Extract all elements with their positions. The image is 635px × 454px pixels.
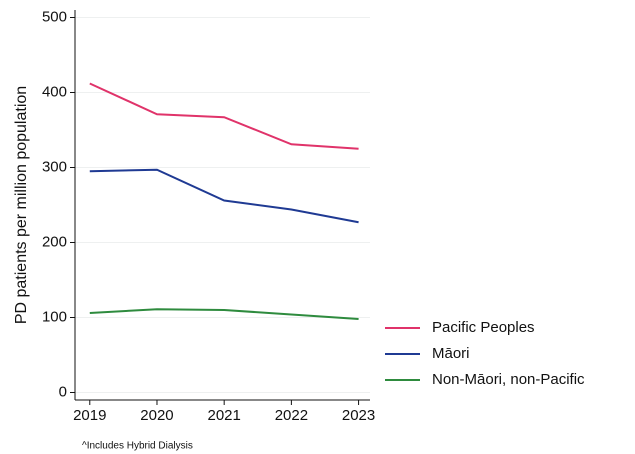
line xyxy=(89,82,359,150)
x-tick-label: 2023 xyxy=(342,407,375,424)
x-tick-label: 2022 xyxy=(275,407,308,424)
legend-label: Non-Māori, non-Pacific xyxy=(432,371,585,388)
footnote: ^Includes Hybrid Dialysis xyxy=(82,441,193,452)
y-tick-label: 0 xyxy=(59,383,67,400)
y-tick-label: 300 xyxy=(42,158,67,175)
y-axis-label: PD patients per million population xyxy=(13,86,30,324)
x-tick-label: 2020 xyxy=(140,407,173,424)
y-tick-label: 400 xyxy=(42,83,67,100)
y-tick-label: 100 xyxy=(42,308,67,325)
x-tick-label: 2019 xyxy=(73,407,106,424)
line xyxy=(89,308,359,320)
legend-label: Māori xyxy=(432,345,470,362)
legend-label: Pacific Peoples xyxy=(432,319,535,336)
line xyxy=(89,168,359,224)
x-tick-label: 2021 xyxy=(207,407,240,424)
y-tick-label: 200 xyxy=(42,233,67,250)
y-tick-label: 500 xyxy=(42,8,67,25)
